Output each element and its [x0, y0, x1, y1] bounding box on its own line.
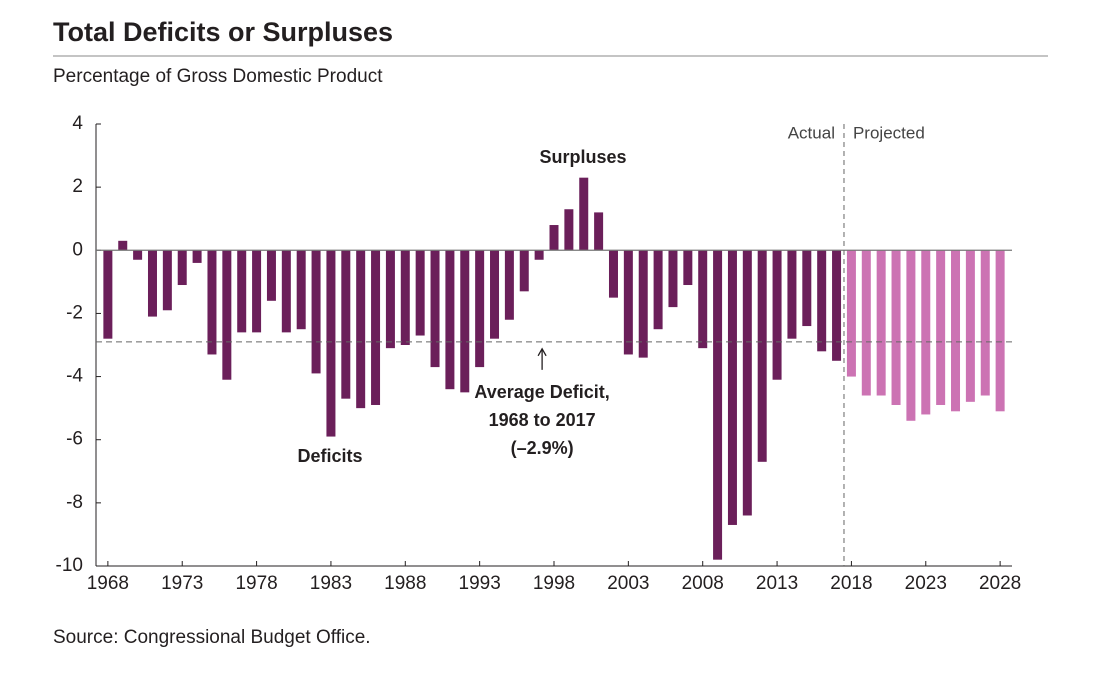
bar — [504, 250, 514, 320]
bar — [861, 250, 871, 396]
y-tick-label: -6 — [66, 429, 83, 450]
bar — [623, 250, 633, 355]
bar — [133, 250, 143, 260]
bar — [594, 212, 604, 251]
annotation: Surpluses — [539, 147, 626, 167]
x-tick-label: 1993 — [459, 573, 501, 594]
bar — [906, 250, 916, 421]
bar — [400, 250, 410, 345]
y-tick-label: 4 — [72, 113, 83, 134]
bar — [638, 250, 648, 358]
bar — [266, 250, 276, 301]
average-label: Average Deficit, — [474, 382, 609, 402]
bar — [727, 250, 737, 525]
bar — [222, 250, 232, 380]
legend-label: Actual — [788, 123, 835, 142]
bar — [832, 250, 842, 361]
bar — [846, 250, 856, 377]
bar — [772, 250, 782, 380]
bar — [237, 250, 247, 333]
bar — [326, 250, 336, 437]
y-tick-label: 2 — [72, 176, 83, 197]
bar — [177, 250, 187, 286]
bar — [787, 250, 797, 339]
arrow-head — [537, 347, 547, 357]
x-tick-label: 1998 — [533, 573, 575, 594]
bar — [921, 250, 931, 415]
y-tick-label: -2 — [66, 302, 83, 323]
bar — [891, 250, 901, 405]
bar — [460, 250, 470, 393]
bar — [147, 250, 157, 317]
x-tick-label: 2023 — [905, 573, 947, 594]
bar — [549, 225, 559, 251]
annotation: Deficits — [297, 446, 362, 466]
bar — [653, 250, 663, 330]
bar — [668, 250, 678, 308]
x-tick-label: 2008 — [682, 573, 724, 594]
bar — [356, 250, 366, 409]
x-tick-label: 1973 — [161, 573, 203, 594]
x-tick-label: 2018 — [830, 573, 872, 594]
bar — [475, 250, 485, 368]
bar — [579, 177, 589, 251]
bar — [192, 250, 202, 263]
bar — [252, 250, 262, 333]
bar — [936, 250, 946, 405]
y-tick-label: -4 — [66, 366, 83, 387]
x-tick-label: 2013 — [756, 573, 798, 594]
x-tick-label: 2003 — [607, 573, 649, 594]
bar — [683, 250, 693, 286]
bar — [281, 250, 291, 333]
average-label: (–2.9%) — [511, 438, 574, 458]
bar — [564, 209, 574, 251]
bar — [534, 250, 544, 260]
bar — [608, 250, 618, 298]
bar — [162, 250, 172, 311]
y-tick-label: -10 — [56, 555, 83, 576]
average-label: 1968 to 2017 — [489, 410, 596, 430]
bar — [698, 250, 708, 349]
bar — [207, 250, 217, 355]
x-tick-label: 1983 — [310, 573, 352, 594]
legend-label: Projected — [853, 123, 925, 142]
source-note: Source: Congressional Budget Office. — [53, 627, 371, 648]
bar — [876, 250, 886, 396]
bar — [519, 250, 529, 292]
bar — [951, 250, 961, 412]
bar — [490, 250, 500, 339]
bar — [296, 250, 306, 330]
x-tick-label: 1978 — [235, 573, 277, 594]
bar — [430, 250, 440, 368]
bar — [445, 250, 455, 390]
x-tick-label: 1988 — [384, 573, 426, 594]
chart-title: Total Deficits or Surpluses — [53, 17, 393, 47]
bar — [965, 250, 975, 402]
bar — [118, 240, 128, 251]
bar — [817, 250, 827, 352]
bar — [311, 250, 321, 374]
x-tick-label: 1968 — [87, 573, 129, 594]
bar — [995, 250, 1005, 412]
y-tick-label: 0 — [72, 239, 83, 260]
bar — [371, 250, 381, 405]
y-tick-label: -8 — [66, 492, 83, 513]
bar — [415, 250, 425, 336]
bar — [713, 250, 723, 560]
bar — [103, 250, 113, 339]
bar — [341, 250, 351, 399]
chart-subtitle: Percentage of Gross Domestic Product — [53, 66, 383, 87]
bar — [742, 250, 752, 516]
bar — [385, 250, 395, 349]
x-tick-label: 2028 — [979, 573, 1021, 594]
bar — [757, 250, 767, 462]
bar — [802, 250, 812, 327]
bar — [980, 250, 990, 396]
